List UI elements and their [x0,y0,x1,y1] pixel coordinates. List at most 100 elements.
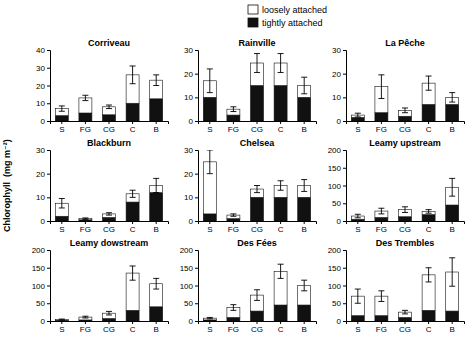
y-tick-label: 10 [36,193,45,202]
x-tick: S [355,321,360,334]
y-tick-mark [343,268,346,269]
x-tick-label: S [355,325,360,334]
error-bar [61,106,62,111]
y-tick-mark [47,197,50,198]
bar-series [203,271,310,320]
error-cap [230,106,236,107]
bar-series [351,83,458,117]
plot-area [351,75,458,121]
x-tick-label: CG [103,125,115,134]
error-bar [233,107,234,112]
error-bars [59,178,159,219]
bar [274,86,287,122]
y-tick-label: 20 [184,170,193,179]
y-tick: 50 [184,299,198,308]
error-cap [426,281,432,282]
x-tick-mark [209,121,210,124]
bar-series [203,162,310,219]
y-tick: 0 [337,217,346,226]
x-tick-label: S [355,225,360,234]
y-tick: 30 [36,146,50,155]
y-tick-label: 100 [32,282,46,291]
error-cap [301,77,307,78]
axis-line [195,151,199,222]
error-cap [301,93,307,94]
error-cap [106,105,112,106]
x-tick-label: S [207,125,212,134]
error-bar [405,310,406,314]
error-bar [61,199,62,208]
x-tick-mark [132,321,133,324]
bar [446,205,459,221]
error-cap [301,191,307,192]
error-bar [428,210,429,214]
axis-line [347,122,465,125]
x-tick-mark [428,321,429,324]
y-tick-label: 200 [180,246,194,255]
x-tick: FG [376,321,387,334]
x-tick-label: B [154,125,159,134]
bar [79,113,92,121]
y-tick: 0 [189,117,198,126]
y-tick-mark [195,303,198,304]
y-tick-mark [343,121,346,122]
error-bar [405,207,406,213]
x-axis: SFGCGCB [51,121,169,134]
x-tick-label: FG [376,225,387,234]
error-bar [209,150,210,174]
x-axis: SFGCGCB [51,221,169,234]
y-tick: 0 [41,217,50,226]
y-tick-label: 10 [36,99,45,108]
x-tick-mark [132,121,133,124]
x-tick-mark [428,221,429,224]
y-tick-mark [47,86,50,87]
y-tick-mark [343,97,346,98]
y-tick-mark [195,268,198,269]
x-tick-mark [304,221,305,224]
error-cap [153,289,159,290]
error-cap [254,300,260,301]
x-tick-label: FG [228,325,239,334]
axis-line [51,222,169,225]
x-axis: SFGCGCB [347,221,465,234]
bar-series [55,273,162,320]
x-tick-mark [109,121,110,124]
y-tick-mark [47,50,50,51]
error-bar [109,311,110,315]
x-tick: FG [80,121,91,134]
bar [298,305,311,321]
error-bar [257,290,258,301]
y-tick-label: 10 [332,93,341,102]
axis-line [51,322,169,325]
y-tick-label: 30 [184,46,193,55]
panel-title: La Pêche [385,38,425,48]
x-tick: FG [80,321,91,334]
y-tick: 20 [36,82,50,91]
error-cap [402,206,408,207]
x-tick: CG [103,321,115,334]
y-axis: 0102030 [184,46,198,126]
axis-line [47,251,51,322]
y-tick: 0 [337,317,346,326]
panel: 0102030SFGCGCBLa Pêche [332,38,464,134]
x-tick: C [278,221,284,234]
error-cap [230,111,236,112]
x-tick-mark [452,121,453,124]
x-tick-mark [209,321,210,324]
bar-series [55,99,162,121]
x-tick-mark [280,321,281,324]
x-tick: B [302,321,307,334]
x-tick-mark [381,121,382,124]
y-tick: 0 [41,317,50,326]
bar-series [55,186,162,220]
error-cap [153,278,159,279]
error-cap [378,74,384,75]
x-tick: C [426,321,432,334]
bar-series [351,187,458,219]
y-tick-label: 200 [328,246,342,255]
y-tick-label: 0 [41,217,46,226]
error-bar [257,186,258,193]
x-tick: C [130,121,136,134]
y-tick-label: 200 [328,146,342,155]
error-cap [378,290,384,291]
